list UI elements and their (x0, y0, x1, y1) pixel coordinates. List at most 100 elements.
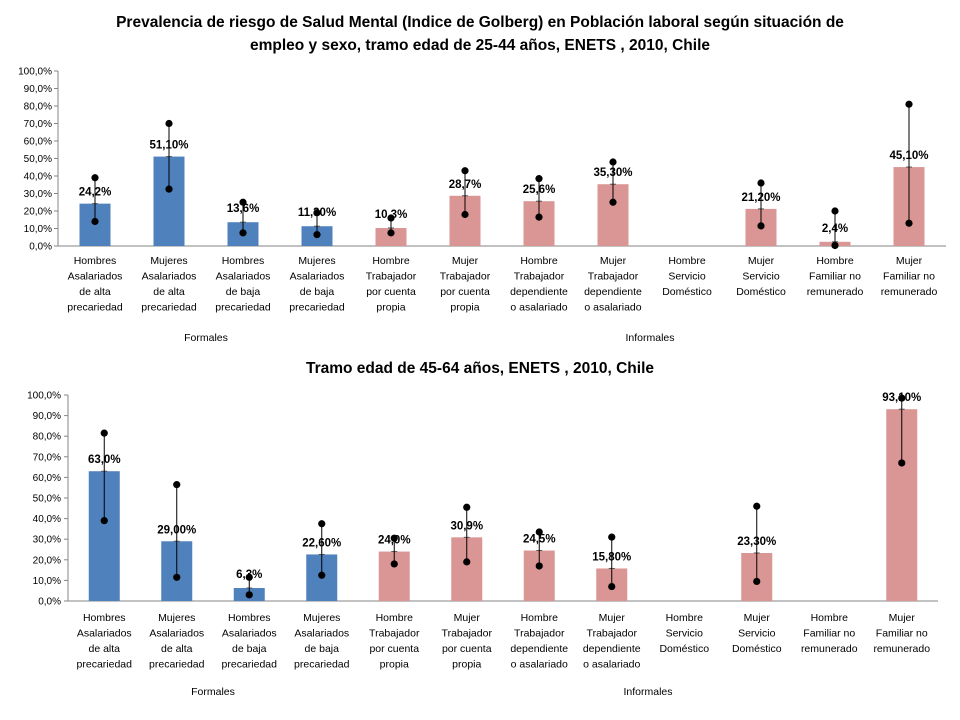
y-tick-label: 20,0% (33, 555, 61, 566)
category-label-line: Trabajador (366, 271, 417, 283)
category-label-line: precariedad (149, 659, 205, 671)
category-label-line: Hombre (520, 255, 558, 267)
category-label-line: dependiente (583, 643, 641, 655)
bar-informal (375, 227, 407, 246)
data-label: 51,10% (149, 140, 188, 152)
category-label-line: remunerado (807, 286, 864, 298)
error-upper-dot (753, 502, 761, 510)
category-label-line: Trabajador (588, 271, 639, 283)
data-label: 23,30% (737, 536, 776, 548)
data-label: 13,6% (227, 203, 260, 215)
category-label-line: precariedad (67, 302, 123, 314)
category-label-line: Trabajador (514, 271, 565, 283)
category-label-line: Mujer (896, 255, 923, 267)
chart-45-64: Tramo edad de 45-64 años, ENETS , 2010, … (27, 360, 938, 698)
data-label: 25,6% (523, 184, 556, 196)
error-upper-dot (91, 174, 99, 182)
data-label: 21,20% (741, 192, 780, 204)
group-label: Formales (191, 686, 235, 698)
y-tick-label: 80,0% (33, 432, 61, 443)
category-label-line: remunerado (801, 643, 858, 655)
category-label-line: Mujer (889, 612, 916, 624)
category-label-line: de baja (226, 286, 261, 298)
category-label-line: Hombre (816, 255, 854, 267)
error-lower-dot (608, 582, 616, 591)
category-label-line: remunerado (873, 643, 930, 655)
category-label-line: Mujer (454, 612, 481, 624)
data-label: 24,2% (79, 187, 112, 199)
category-label-line: por cuenta (440, 286, 490, 298)
category-label-line: Doméstico (736, 286, 786, 298)
error-upper-dot (165, 119, 173, 128)
error-lower-dot (831, 241, 839, 250)
category-label-line: Mujeres (303, 612, 340, 624)
category-label-line: Familiar no (883, 271, 935, 283)
y-tick-label: 30,0% (24, 189, 52, 200)
y-tick-label: 80,0% (24, 102, 52, 113)
category-label-line: Trabajador (440, 271, 491, 283)
category-label-line: Doméstico (662, 286, 712, 298)
category-label-line: por cuenta (366, 286, 416, 298)
category-label-line: o asalariado (510, 302, 567, 314)
category-label-line: precariedad (141, 302, 197, 314)
category-label-line: propia (380, 659, 409, 671)
category-label-line: dependiente (510, 643, 568, 655)
category-label-line: Mujeres (150, 255, 187, 267)
error-upper-dot (173, 481, 181, 489)
category-label-line: precariedad (289, 302, 345, 314)
y-tick-label: 40,0% (24, 172, 52, 183)
category-label-line: precariedad (222, 659, 278, 671)
category-label-line: Familiar no (803, 628, 855, 640)
error-lower-dot (535, 213, 543, 221)
error-lower-dot (245, 591, 253, 599)
category-label-line: por cuenta (369, 643, 419, 655)
error-lower-dot (535, 562, 543, 570)
error-lower-dot (463, 558, 471, 566)
category-label-line: Asalariados (222, 628, 277, 640)
category-label-line: de alta (79, 286, 111, 298)
data-label: 24,0% (378, 535, 411, 547)
y-tick-label: 20,0% (24, 207, 52, 218)
category-label-line: Trabajador (514, 628, 565, 640)
category-label-line: Asalariados (142, 271, 197, 283)
data-label: 11,30% (298, 207, 336, 219)
chart-25-44: Prevalencia de riesgo de Salud Mental (I… (18, 14, 946, 344)
category-label-line: propia (376, 302, 405, 314)
error-lower-dot (757, 222, 765, 230)
category-label-line: Asalariados (290, 271, 345, 283)
category-label-line: precariedad (294, 659, 350, 671)
category-label-line: precariedad (77, 659, 133, 671)
y-tick-label: 50,0% (33, 494, 61, 505)
error-lower-dot (461, 210, 469, 219)
error-upper-dot (387, 214, 395, 222)
category-label-line: por cuenta (442, 643, 492, 655)
error-lower-dot (609, 198, 617, 206)
y-tick-label: 10,0% (33, 576, 61, 587)
error-upper-dot (535, 528, 543, 536)
group-label: Informales (625, 332, 674, 344)
y-tick-label: 50,0% (24, 154, 52, 165)
data-label: 29,00% (157, 524, 196, 536)
error-upper-dot (318, 520, 326, 528)
category-label-line: Hombres (222, 255, 265, 267)
category-label-line: Mujer (600, 255, 627, 267)
chart-title-line: Tramo edad de 45-64 años, ENETS , 2010, … (306, 360, 654, 377)
error-lower-dot (390, 560, 398, 568)
category-label-line: Trabajador (369, 628, 420, 640)
category-label-line: Hombres (228, 612, 271, 624)
category-label-line: Hombre (372, 255, 410, 267)
category-label-line: dependiente (510, 286, 568, 298)
data-label: 15,80% (592, 551, 631, 563)
y-tick-label: 100,0% (27, 391, 61, 402)
category-label-line: Familiar no (876, 628, 928, 640)
y-tick-label: 0,0% (38, 597, 61, 608)
error-lower-dot (100, 517, 108, 525)
category-label-line: precariedad (215, 302, 271, 314)
error-upper-dot (463, 503, 471, 511)
error-lower-dot (898, 459, 906, 467)
data-label: 45,10% (889, 150, 928, 162)
error-lower-dot (173, 573, 181, 581)
category-label-line: de alta (153, 286, 185, 298)
data-label: 2,4% (822, 223, 848, 235)
y-tick-label: 30,0% (33, 535, 61, 546)
